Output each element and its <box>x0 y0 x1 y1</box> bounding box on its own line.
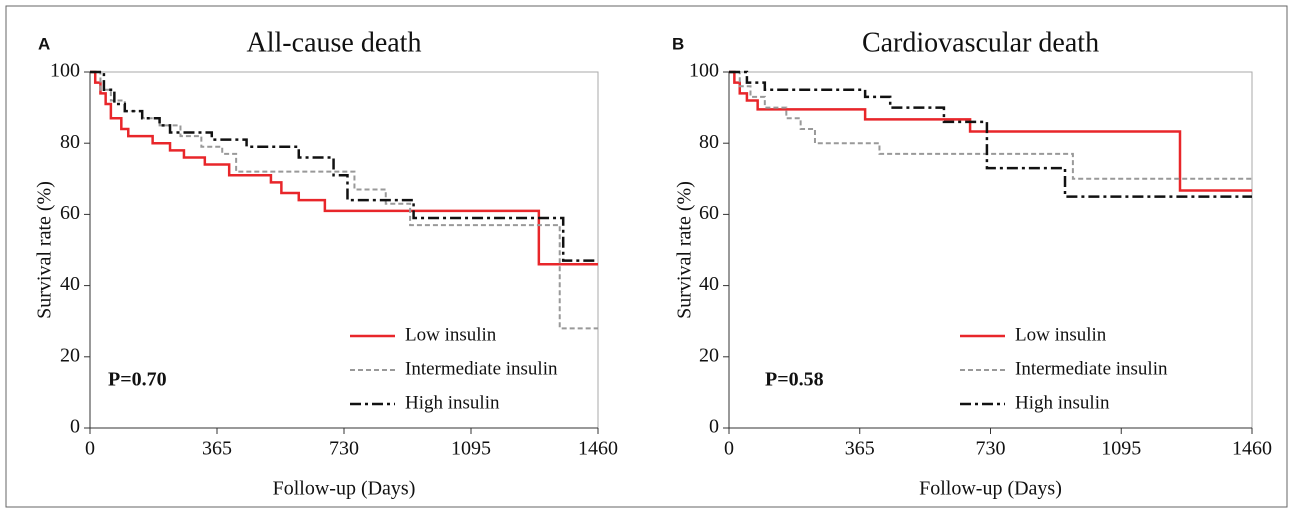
p-value: P=0.58 <box>765 369 824 391</box>
legend-label: Intermediate insulin <box>1015 358 1168 379</box>
figure-border <box>5 5 1288 508</box>
y-tick-label: 40 <box>60 273 80 295</box>
x-tick-label: 1460 <box>578 438 618 460</box>
x-tick-label: 1095 <box>1101 438 1141 460</box>
survival-curve <box>729 70 1252 192</box>
x-tick-label: 730 <box>976 438 1006 460</box>
legend-label: Low insulin <box>405 324 497 345</box>
y-tick-label: 80 <box>699 131 719 153</box>
chart-title: Cardiovascular death <box>862 27 1099 58</box>
panel-label: B <box>672 34 684 53</box>
y-tick-label: 0 <box>709 416 719 438</box>
x-tick-label: 0 <box>724 438 734 460</box>
x-tick-label: 365 <box>202 438 232 460</box>
y-axis-label: Survival rate (%) <box>674 181 696 319</box>
y-tick-label: 60 <box>60 202 80 224</box>
legend-label: Intermediate insulin <box>405 358 558 379</box>
p-value: P=0.70 <box>108 369 167 391</box>
y-tick-label: 20 <box>60 344 80 366</box>
y-tick-label: 100 <box>50 60 80 82</box>
legend-label: Low insulin <box>1015 324 1107 345</box>
survival-curve <box>90 70 598 266</box>
panel-label: A <box>38 34 50 53</box>
chart-title: All-cause death <box>247 27 422 58</box>
x-tick-label: 1095 <box>451 438 491 460</box>
survival-curve <box>729 71 1252 180</box>
legend-label: High insulin <box>1015 392 1110 413</box>
x-tick-label: 1460 <box>1232 438 1272 460</box>
survival-curve <box>90 70 598 262</box>
x-axis-label: Follow-up (Days) <box>919 478 1062 500</box>
x-tick-label: 0 <box>85 438 95 460</box>
survival-curve <box>90 71 598 330</box>
x-tick-label: 365 <box>845 438 875 460</box>
y-tick-label: 100 <box>689 60 719 82</box>
y-axis-label: Survival rate (%) <box>34 181 56 319</box>
y-tick-label: 0 <box>70 416 80 438</box>
y-tick-label: 80 <box>60 131 80 153</box>
x-axis-label: Follow-up (Days) <box>273 478 416 500</box>
x-tick-label: 730 <box>329 438 359 460</box>
y-tick-label: 40 <box>699 273 719 295</box>
y-tick-label: 60 <box>699 202 719 224</box>
survival-curve <box>729 70 1252 198</box>
y-tick-label: 20 <box>699 344 719 366</box>
legend-label: High insulin <box>405 392 500 413</box>
